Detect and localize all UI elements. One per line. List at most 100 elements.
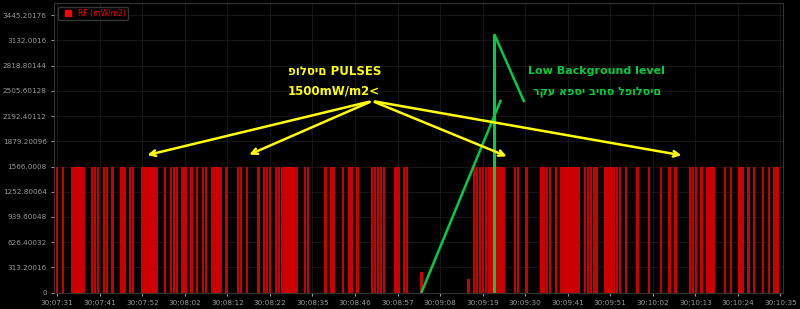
- Bar: [636, 167, 638, 293]
- Bar: [152, 167, 154, 293]
- Bar: [82, 167, 85, 293]
- Bar: [205, 167, 207, 293]
- Bar: [210, 167, 213, 293]
- Bar: [202, 167, 204, 293]
- Bar: [173, 167, 175, 293]
- Bar: [111, 167, 114, 293]
- Bar: [590, 167, 592, 293]
- Bar: [347, 167, 350, 293]
- Bar: [701, 167, 703, 293]
- Bar: [561, 167, 563, 293]
- Bar: [150, 167, 152, 293]
- Bar: [616, 167, 618, 293]
- Text: 1500mW/m2<: 1500mW/m2<: [288, 85, 380, 98]
- Bar: [776, 167, 778, 293]
- Bar: [79, 167, 82, 293]
- Bar: [196, 167, 198, 293]
- Bar: [164, 167, 166, 293]
- Bar: [724, 167, 726, 293]
- Bar: [397, 167, 400, 293]
- Bar: [485, 167, 487, 293]
- Bar: [482, 167, 484, 293]
- Bar: [74, 167, 76, 293]
- Bar: [502, 167, 505, 293]
- Bar: [263, 167, 266, 293]
- Bar: [742, 167, 744, 293]
- Bar: [625, 167, 627, 293]
- Bar: [120, 167, 122, 293]
- Text: רקע אפסי ביחס לפולסים: רקע אפסי ביחס לפולסים: [533, 86, 661, 97]
- Bar: [382, 167, 385, 293]
- Bar: [706, 167, 709, 293]
- Bar: [747, 167, 750, 293]
- Bar: [356, 167, 359, 293]
- Bar: [132, 167, 134, 293]
- Bar: [660, 167, 662, 293]
- Bar: [62, 167, 64, 293]
- Bar: [595, 167, 598, 293]
- Bar: [738, 167, 741, 293]
- Bar: [586, 167, 589, 293]
- Bar: [170, 167, 172, 293]
- Bar: [692, 167, 694, 293]
- Bar: [94, 167, 96, 293]
- Bar: [129, 167, 131, 293]
- Bar: [578, 167, 581, 293]
- Bar: [406, 167, 408, 293]
- Bar: [342, 167, 344, 293]
- Bar: [473, 167, 475, 293]
- Bar: [91, 167, 94, 293]
- Bar: [237, 167, 239, 293]
- Bar: [499, 167, 502, 293]
- Bar: [570, 167, 572, 293]
- Bar: [774, 167, 776, 293]
- Bar: [668, 167, 671, 293]
- Bar: [246, 167, 248, 293]
- Bar: [517, 167, 519, 293]
- Bar: [494, 35, 496, 293]
- Bar: [496, 167, 498, 293]
- Bar: [604, 167, 606, 293]
- Bar: [689, 167, 691, 293]
- Bar: [648, 167, 650, 293]
- Bar: [730, 167, 732, 293]
- Bar: [607, 167, 610, 293]
- Legend: RF (mW/m2): RF (mW/m2): [58, 6, 128, 20]
- Bar: [467, 279, 470, 293]
- Bar: [694, 167, 697, 293]
- Bar: [540, 167, 542, 293]
- Bar: [487, 167, 490, 293]
- Bar: [76, 167, 79, 293]
- Bar: [476, 167, 478, 293]
- Bar: [566, 167, 569, 293]
- Bar: [618, 167, 622, 293]
- Bar: [283, 167, 286, 293]
- Bar: [216, 167, 219, 293]
- Bar: [377, 167, 379, 293]
- Bar: [278, 167, 280, 293]
- Bar: [155, 167, 158, 293]
- Bar: [56, 167, 58, 293]
- Bar: [184, 167, 186, 293]
- Bar: [330, 167, 333, 293]
- Bar: [543, 167, 546, 293]
- Bar: [394, 167, 397, 293]
- Bar: [292, 167, 294, 293]
- Bar: [269, 167, 271, 293]
- Bar: [106, 167, 108, 293]
- Bar: [575, 167, 578, 293]
- Bar: [190, 167, 193, 293]
- Bar: [421, 273, 423, 293]
- Bar: [762, 167, 764, 293]
- Bar: [146, 167, 149, 293]
- Bar: [306, 167, 310, 293]
- Bar: [333, 167, 335, 293]
- Bar: [371, 167, 374, 293]
- Text: פולסים PULSES: פולסים PULSES: [287, 65, 381, 78]
- Bar: [141, 167, 143, 293]
- Bar: [257, 167, 260, 293]
- Bar: [514, 167, 516, 293]
- Bar: [266, 167, 269, 293]
- Bar: [593, 167, 595, 293]
- Bar: [324, 167, 326, 293]
